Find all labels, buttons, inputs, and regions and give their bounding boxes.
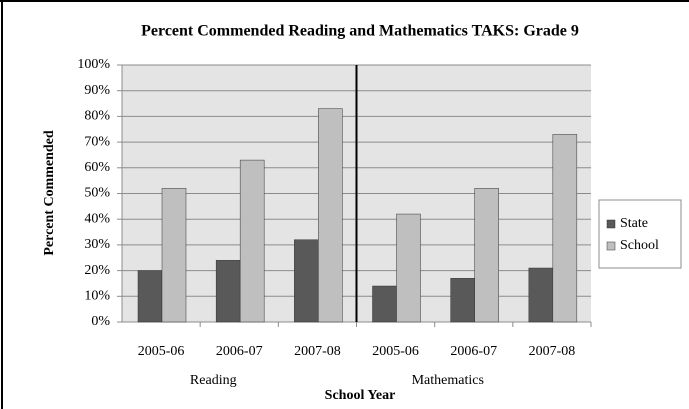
x-tick-label: 2007-08 xyxy=(294,344,341,359)
y-tick-label: 70% xyxy=(84,134,110,149)
y-tick-label: 90% xyxy=(84,83,110,98)
y-tick-label: 40% xyxy=(84,211,110,226)
bar xyxy=(552,134,578,323)
bar xyxy=(161,188,187,323)
x-axis-title: School Year xyxy=(325,388,396,403)
x-tick-label: 2007-08 xyxy=(529,344,576,359)
legend-swatch xyxy=(606,241,616,251)
x-tick-label: 2005-06 xyxy=(138,344,185,359)
legend-label: State xyxy=(620,216,648,231)
legend-swatch xyxy=(606,219,616,229)
x-tick-label: 2006-07 xyxy=(450,344,497,359)
x-tick-label: 2005-06 xyxy=(372,344,419,359)
bar xyxy=(239,159,265,323)
bar xyxy=(215,260,241,323)
bar xyxy=(528,267,554,323)
y-tick-label: 100% xyxy=(77,57,110,72)
bar xyxy=(294,239,319,323)
bar xyxy=(318,108,343,323)
y-tick-label: 60% xyxy=(84,160,110,175)
x-tick-label: 2006-07 xyxy=(216,344,263,359)
bar xyxy=(372,285,397,323)
y-tick-label: 30% xyxy=(84,237,110,252)
y-tick-label: 50% xyxy=(84,186,110,201)
y-tick-label: 10% xyxy=(84,289,110,304)
bar xyxy=(137,270,163,323)
bar xyxy=(396,213,421,323)
y-tick-label: 80% xyxy=(84,109,110,124)
bar xyxy=(450,278,475,323)
y-axis-title: Percent Commended xyxy=(42,130,57,256)
chart-title: Percent Commended Reading and Mathematic… xyxy=(141,23,579,40)
group-label: Mathematics xyxy=(412,373,484,388)
bar xyxy=(474,188,499,323)
y-tick-label: 0% xyxy=(91,314,110,329)
group-label: Reading xyxy=(190,373,237,388)
y-tick-label: 20% xyxy=(84,263,110,278)
legend-label: School xyxy=(620,238,659,253)
legend-box xyxy=(598,199,682,269)
